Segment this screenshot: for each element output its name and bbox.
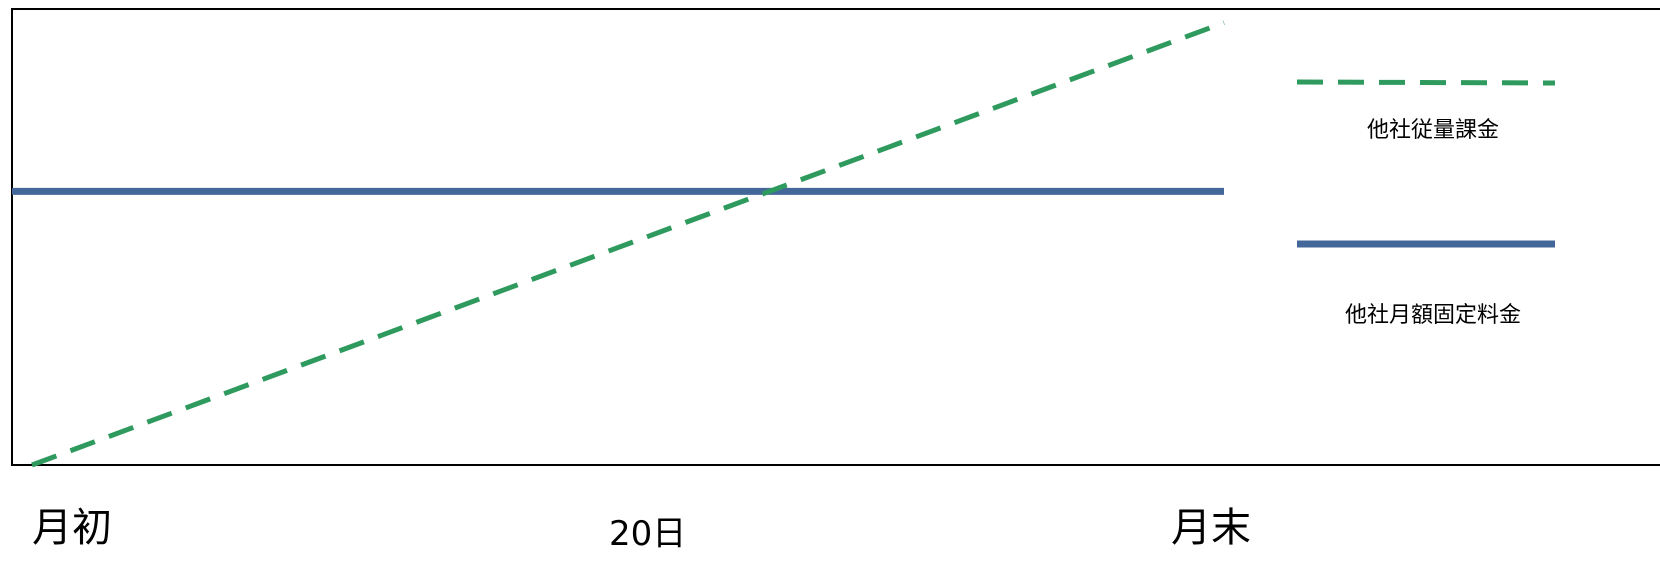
legend-label-usage-fee: 他社従量課金 xyxy=(1367,118,1499,143)
legend-swatch-usage-fee xyxy=(1296,79,1556,86)
x-tick-label-20th: 20日 xyxy=(609,514,686,554)
legend-label-fixed-fee: 他社月額固定料金 xyxy=(1345,303,1521,328)
x-tick-label-start: 月初 xyxy=(32,505,112,551)
plot-frame xyxy=(11,8,1660,466)
series-line-usage-fee xyxy=(31,20,1225,468)
x-tick-label-end: 月末 xyxy=(1171,505,1251,551)
